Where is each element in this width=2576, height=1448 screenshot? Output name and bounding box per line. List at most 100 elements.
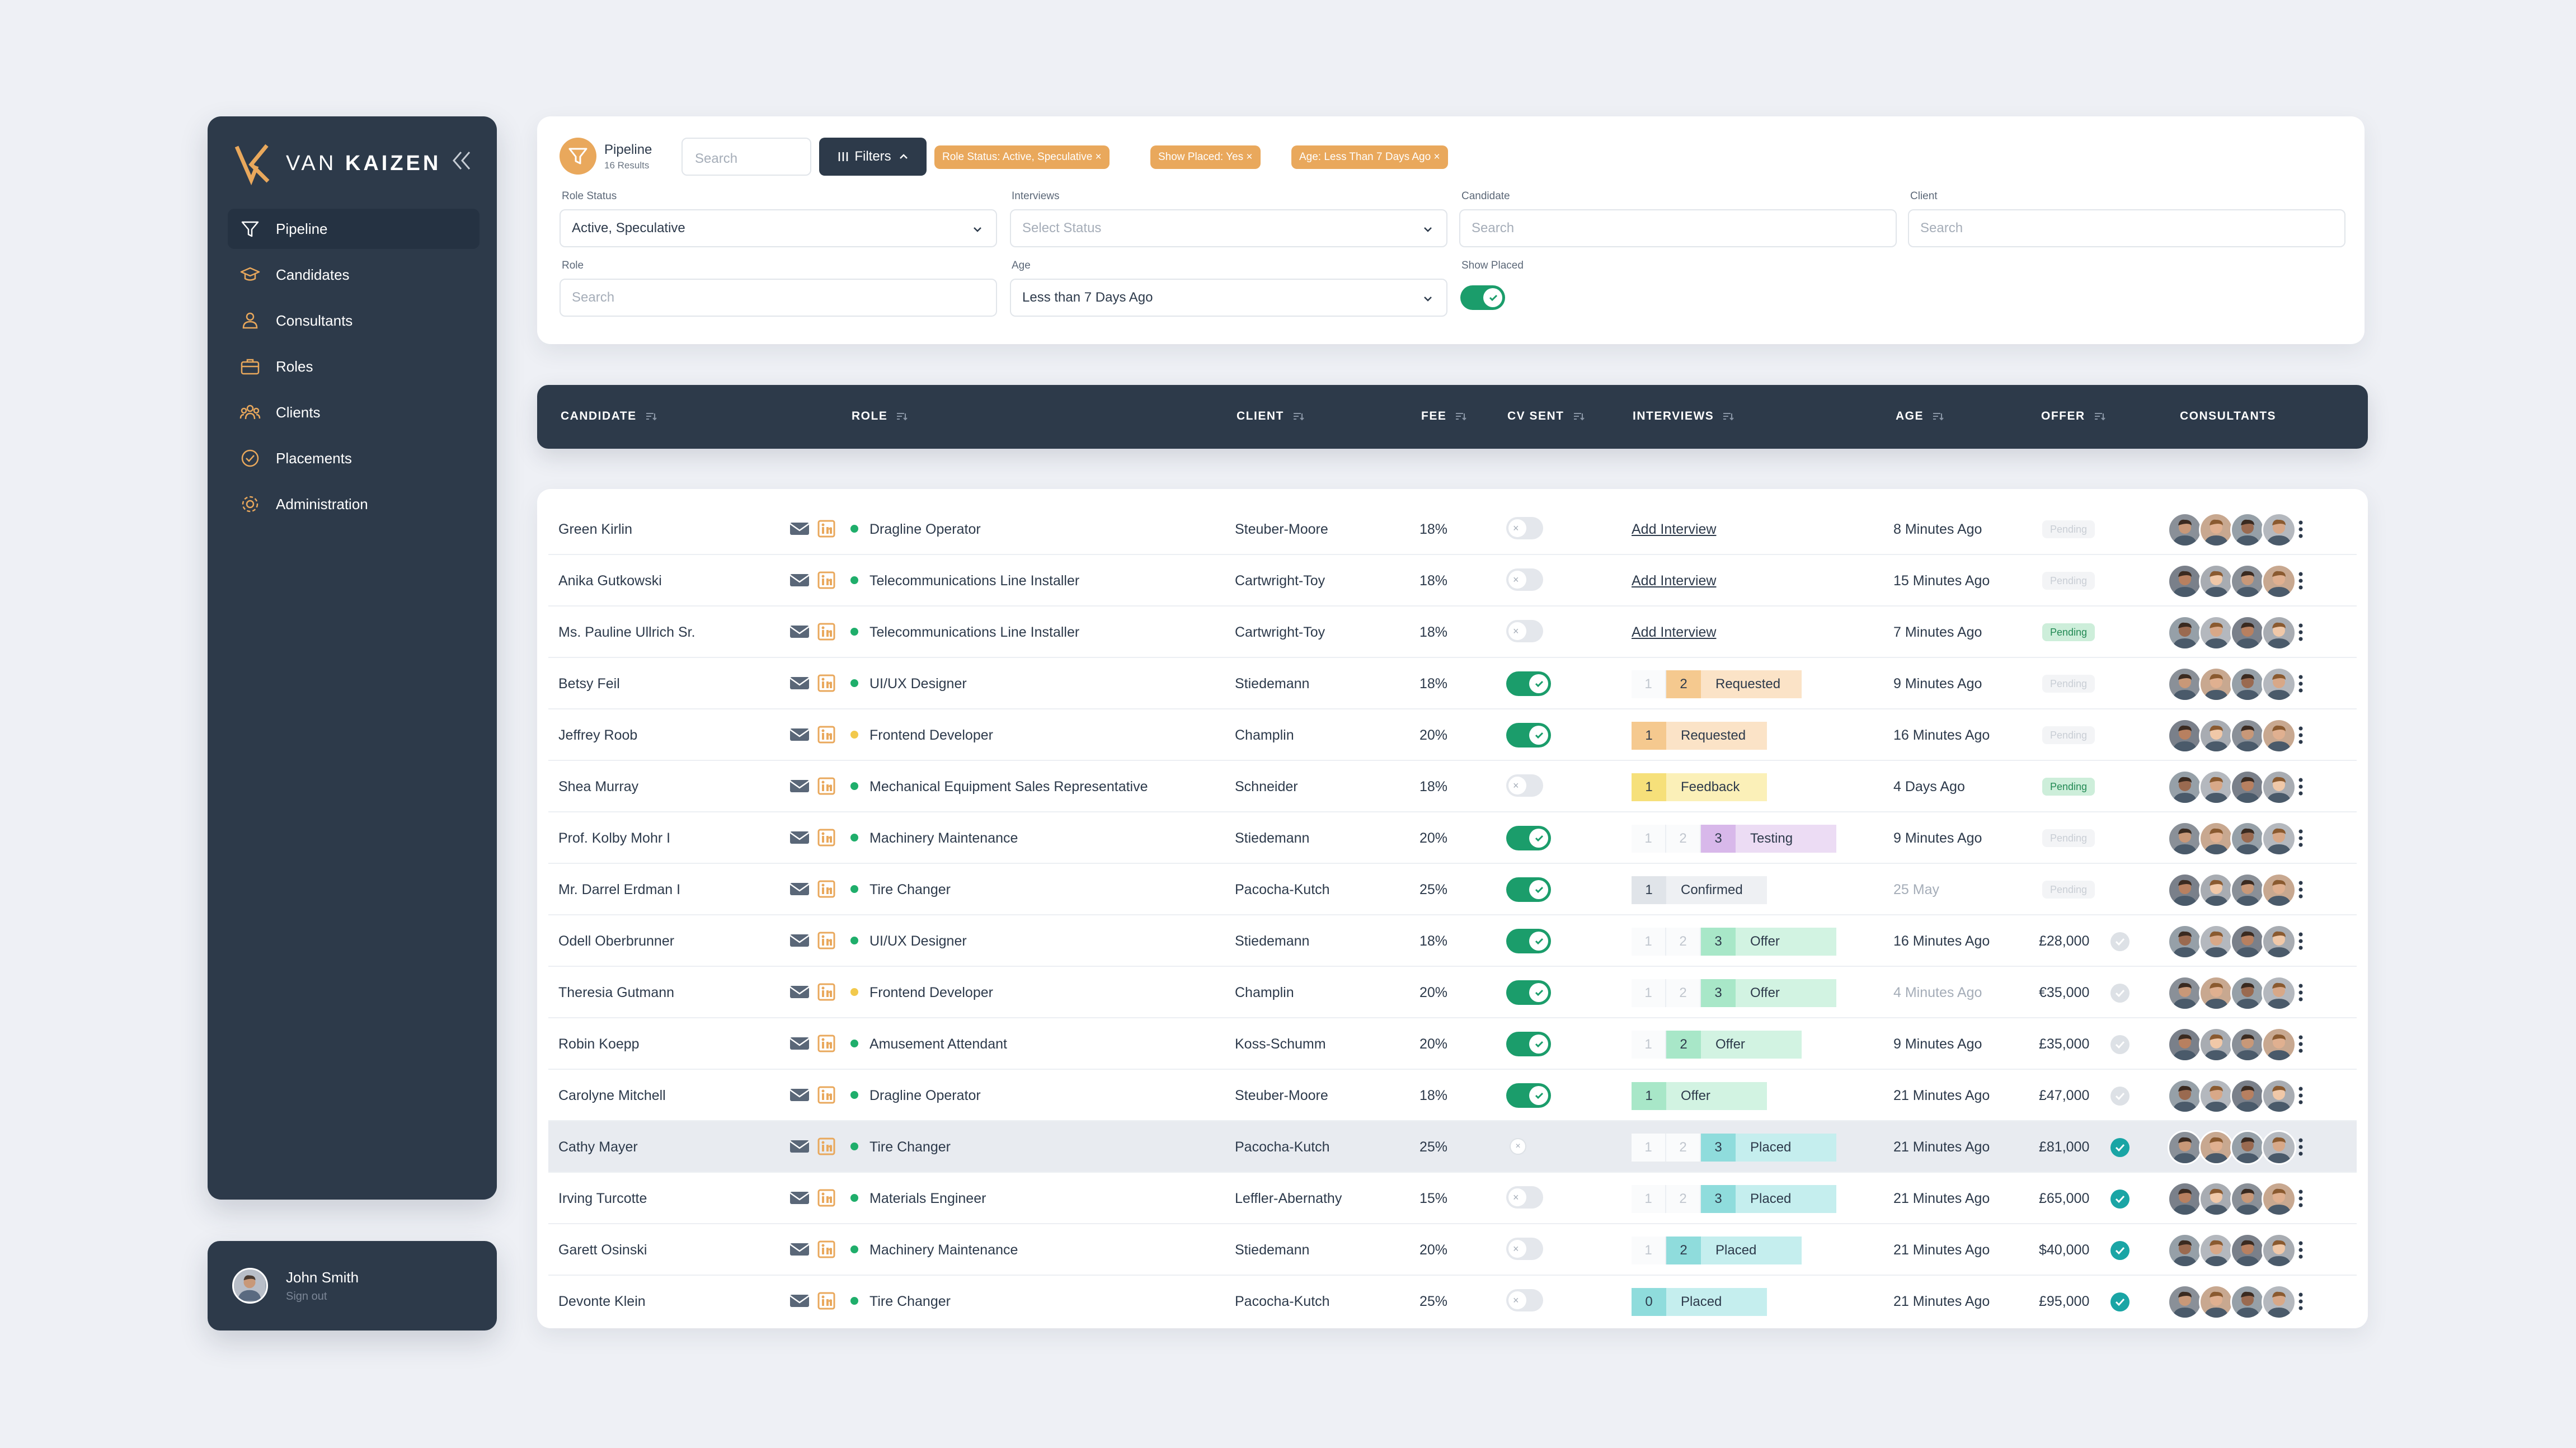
avatar[interactable] — [2230, 564, 2265, 599]
interview-stage-badge[interactable]: Placed — [1736, 1185, 1836, 1213]
client-name[interactable]: Cartwright-Toy — [1235, 624, 1325, 640]
linkedin-icon[interactable] — [817, 519, 836, 538]
linkedin-icon[interactable] — [817, 674, 836, 693]
avatar[interactable] — [2168, 615, 2202, 650]
logo[interactable]: VAN KAIZEN — [234, 141, 441, 186]
offer-check-icon[interactable] — [2110, 1087, 2130, 1106]
role-name[interactable]: Materials Engineer — [869, 1191, 986, 1206]
client-name[interactable]: Schneider — [1235, 779, 1298, 794]
avatar[interactable] — [2168, 564, 2202, 599]
avatar[interactable] — [2230, 873, 2265, 908]
avatar[interactable] — [2168, 873, 2202, 908]
candidate-search-input[interactable]: Search — [1459, 209, 1897, 247]
avatar[interactable] — [2199, 1130, 2234, 1165]
avatar[interactable] — [2199, 1285, 2234, 1319]
cv-sent-toggle[interactable]: × — [1506, 517, 1543, 539]
role-name[interactable]: Telecommunications Line Installer — [869, 624, 1080, 640]
more-icon[interactable] — [2297, 673, 2304, 695]
add-interview-link[interactable]: Add Interview — [1632, 624, 1717, 640]
candidate-name[interactable]: Odell Oberbrunner — [558, 933, 675, 949]
mail-icon[interactable] — [789, 519, 810, 538]
candidate-name[interactable]: Theresia Gutmann — [558, 985, 675, 1000]
avatar[interactable] — [2230, 976, 2265, 1010]
linkedin-icon[interactable] — [817, 1188, 836, 1207]
cv-sent-toggle[interactable]: × — [1506, 1289, 1543, 1311]
interview-stage-badge[interactable]: Offer — [1736, 928, 1836, 956]
sidebar-item-pipeline[interactable]: Pipeline — [228, 209, 480, 249]
avatar[interactable] — [2168, 1027, 2202, 1062]
offer-amount[interactable]: €35,000 — [2039, 985, 2090, 1000]
header-role[interactable]: ROLE — [852, 410, 908, 423]
client-name[interactable]: Stiedemann — [1235, 676, 1310, 692]
mail-icon[interactable] — [789, 828, 810, 847]
sidebar-item-clients[interactable]: Clients — [228, 392, 480, 432]
mail-icon[interactable] — [789, 1137, 810, 1156]
avatar[interactable] — [2199, 1182, 2234, 1216]
client-name[interactable]: Steuber-Moore — [1235, 521, 1328, 537]
more-icon[interactable] — [2297, 724, 2304, 746]
candidate-name[interactable]: Shea Murray — [558, 779, 639, 794]
more-icon[interactable] — [2297, 570, 2304, 592]
candidate-name[interactable]: Green Kirlin — [558, 521, 632, 537]
header-interviews[interactable]: INTERVIEWS — [1633, 410, 1734, 423]
linkedin-icon[interactable] — [817, 1085, 836, 1104]
role-name[interactable]: Frontend Developer — [869, 985, 993, 1000]
more-icon[interactable] — [2297, 1239, 2304, 1261]
role-name[interactable]: Amusement Attendant — [869, 1036, 1007, 1052]
interview-stage-badge[interactable]: Testing — [1736, 825, 1836, 853]
mail-icon[interactable] — [789, 622, 810, 641]
sidebar-item-administration[interactable]: Administration — [228, 484, 480, 524]
linkedin-icon[interactable] — [817, 931, 836, 950]
avatar[interactable] — [2199, 821, 2234, 856]
avatar[interactable] — [2230, 924, 2265, 959]
user-card[interactable]: John Smith Sign out — [208, 1241, 497, 1331]
linkedin-icon[interactable] — [817, 1240, 836, 1259]
avatar[interactable] — [2262, 976, 2296, 1010]
client-name[interactable]: Pacocha-Kutch — [1235, 882, 1330, 897]
avatar[interactable] — [2230, 513, 2265, 547]
candidate-name[interactable]: Jeffrey Roob — [558, 727, 638, 743]
mail-icon[interactable] — [789, 674, 810, 693]
client-name[interactable]: Champlin — [1235, 985, 1294, 1000]
avatar[interactable] — [2168, 513, 2202, 547]
more-icon[interactable] — [2297, 518, 2304, 540]
cv-sent-toggle[interactable]: × — [1506, 1238, 1543, 1260]
offer-amount[interactable]: £47,000 — [2039, 1088, 2090, 1103]
avatar[interactable] — [2230, 1182, 2265, 1216]
more-icon[interactable] — [2297, 1084, 2304, 1107]
role-search-input[interactable]: Search — [560, 279, 997, 317]
avatar[interactable] — [2262, 667, 2296, 702]
avatar[interactable] — [2168, 821, 2202, 856]
offer-check-icon[interactable] — [2110, 1138, 2130, 1157]
candidate-name[interactable]: Prof. Kolby Mohr I — [558, 830, 671, 846]
candidate-name[interactable]: Robin Koepp — [558, 1036, 640, 1052]
age-select[interactable]: Less than 7 Days Ago — [1010, 279, 1447, 317]
interview-stage-badge[interactable]: Placed — [1736, 1134, 1836, 1162]
avatar[interactable] — [2262, 564, 2296, 599]
filters-button[interactable]: Filters — [819, 138, 927, 176]
table-row[interactable]: Garett Osinski Machinery Maintenance Stied… — [548, 1224, 2357, 1276]
candidate-name[interactable]: Devonte Klein — [558, 1294, 646, 1309]
avatar[interactable] — [2230, 770, 2265, 805]
avatar[interactable] — [2230, 1130, 2265, 1165]
avatar[interactable] — [2262, 821, 2296, 856]
more-icon[interactable] — [2297, 981, 2304, 1004]
avatar[interactable] — [2230, 1079, 2265, 1113]
cv-sent-toggle[interactable] — [1506, 980, 1551, 1005]
more-icon[interactable] — [2297, 827, 2304, 849]
mail-icon[interactable] — [789, 931, 810, 950]
table-row[interactable]: Carolyne Mitchell Dragline Operator Steube… — [548, 1070, 2357, 1121]
linkedin-icon[interactable] — [817, 777, 836, 796]
offer-check-icon[interactable] — [2110, 1292, 2130, 1311]
offer-check-icon[interactable] — [2110, 1241, 2130, 1260]
offer-amount[interactable]: £28,000 — [2039, 933, 2090, 949]
cv-sent-toggle[interactable] — [1506, 1032, 1551, 1056]
role-name[interactable]: Machinery Maintenance — [869, 830, 1018, 846]
client-name[interactable]: Cartwright-Toy — [1235, 573, 1325, 589]
avatar[interactable] — [2230, 615, 2265, 650]
interview-stage-badge[interactable]: Offer — [1701, 1031, 1802, 1059]
avatar[interactable] — [2262, 513, 2296, 547]
header-age[interactable]: AGE — [1896, 410, 1944, 423]
avatar[interactable] — [2199, 718, 2234, 753]
avatar[interactable] — [2199, 513, 2234, 547]
